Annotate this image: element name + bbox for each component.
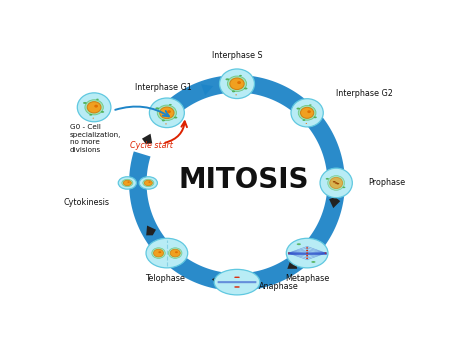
Ellipse shape <box>297 243 301 245</box>
Text: Interphase G2: Interphase G2 <box>336 89 392 98</box>
Ellipse shape <box>118 177 137 189</box>
Ellipse shape <box>123 180 131 186</box>
Ellipse shape <box>96 99 99 100</box>
Ellipse shape <box>333 181 336 182</box>
Ellipse shape <box>236 277 237 278</box>
Ellipse shape <box>236 94 237 95</box>
Polygon shape <box>146 225 156 235</box>
Polygon shape <box>201 84 213 95</box>
Text: G0 - Cell
specialization,
no more
divisions: G0 - Cell specialization, no more divisi… <box>70 124 121 153</box>
Ellipse shape <box>144 180 152 186</box>
Ellipse shape <box>301 107 314 118</box>
Ellipse shape <box>309 104 311 106</box>
Ellipse shape <box>89 114 92 116</box>
Polygon shape <box>159 245 171 257</box>
Ellipse shape <box>320 168 352 198</box>
Ellipse shape <box>154 249 164 257</box>
Ellipse shape <box>77 93 111 122</box>
Ellipse shape <box>160 107 174 119</box>
Ellipse shape <box>325 253 327 254</box>
Ellipse shape <box>306 123 307 124</box>
Ellipse shape <box>307 110 311 113</box>
Polygon shape <box>129 75 345 291</box>
Polygon shape <box>226 276 237 288</box>
Ellipse shape <box>296 107 300 109</box>
Ellipse shape <box>169 104 172 105</box>
Ellipse shape <box>165 123 167 124</box>
Ellipse shape <box>143 179 154 187</box>
Ellipse shape <box>152 248 165 258</box>
Ellipse shape <box>335 182 337 184</box>
Text: Interphase G1: Interphase G1 <box>135 83 192 92</box>
Ellipse shape <box>306 258 308 259</box>
Ellipse shape <box>128 181 130 183</box>
Ellipse shape <box>314 116 317 118</box>
Ellipse shape <box>239 75 242 76</box>
Ellipse shape <box>92 118 94 119</box>
Ellipse shape <box>328 176 345 190</box>
Ellipse shape <box>122 179 133 187</box>
Ellipse shape <box>94 105 98 107</box>
Ellipse shape <box>237 277 238 278</box>
Ellipse shape <box>306 255 308 256</box>
Ellipse shape <box>148 181 151 183</box>
Text: Prophase: Prophase <box>368 178 405 187</box>
Ellipse shape <box>306 250 308 251</box>
Ellipse shape <box>244 87 247 89</box>
Ellipse shape <box>168 248 182 258</box>
Polygon shape <box>303 109 313 119</box>
Ellipse shape <box>237 81 241 84</box>
Text: Metaphase: Metaphase <box>285 274 329 283</box>
Ellipse shape <box>230 78 244 89</box>
Ellipse shape <box>236 286 237 287</box>
Ellipse shape <box>167 110 171 113</box>
Ellipse shape <box>343 186 346 188</box>
Text: Cycle start: Cycle start <box>130 141 173 150</box>
Ellipse shape <box>326 178 329 180</box>
Text: MITOSIS: MITOSIS <box>179 165 309 194</box>
Ellipse shape <box>162 120 165 121</box>
Polygon shape <box>142 134 152 144</box>
Ellipse shape <box>337 183 339 184</box>
Polygon shape <box>212 275 223 286</box>
Ellipse shape <box>234 286 237 287</box>
Ellipse shape <box>146 238 188 268</box>
Ellipse shape <box>139 177 157 189</box>
Ellipse shape <box>286 238 328 268</box>
Text: Telophase: Telophase <box>145 274 185 283</box>
Ellipse shape <box>170 249 180 257</box>
Ellipse shape <box>237 286 238 287</box>
Ellipse shape <box>288 253 290 254</box>
Ellipse shape <box>306 247 308 248</box>
Ellipse shape <box>237 277 240 278</box>
Ellipse shape <box>291 99 323 127</box>
Text: Interphase S: Interphase S <box>212 51 262 60</box>
Ellipse shape <box>298 105 316 120</box>
Ellipse shape <box>149 98 184 127</box>
Ellipse shape <box>157 105 176 121</box>
Polygon shape <box>287 260 297 269</box>
Ellipse shape <box>302 119 305 121</box>
Ellipse shape <box>226 78 229 80</box>
Ellipse shape <box>87 102 101 113</box>
Ellipse shape <box>237 286 240 287</box>
Ellipse shape <box>85 100 103 115</box>
Ellipse shape <box>155 107 159 109</box>
Ellipse shape <box>174 117 177 119</box>
Ellipse shape <box>311 261 316 263</box>
Text: Anaphase: Anaphase <box>259 282 299 291</box>
Ellipse shape <box>83 102 87 104</box>
Ellipse shape <box>234 277 237 278</box>
Ellipse shape <box>306 253 308 254</box>
Ellipse shape <box>214 270 260 295</box>
Ellipse shape <box>232 91 235 92</box>
Ellipse shape <box>101 111 104 113</box>
Ellipse shape <box>158 251 161 253</box>
Ellipse shape <box>219 69 255 99</box>
Polygon shape <box>329 197 340 208</box>
Text: Cytokinesis: Cytokinesis <box>63 198 109 207</box>
Ellipse shape <box>228 76 246 92</box>
Ellipse shape <box>330 177 343 188</box>
Ellipse shape <box>175 251 178 253</box>
